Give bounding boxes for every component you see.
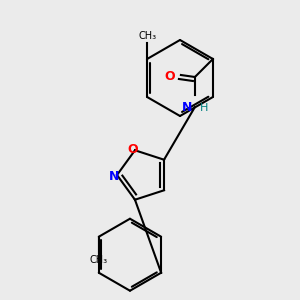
Text: O: O (164, 70, 175, 83)
Text: N: N (109, 169, 119, 182)
Text: CH₃: CH₃ (90, 255, 108, 265)
Text: O: O (128, 143, 138, 156)
Text: H: H (200, 103, 208, 113)
Text: N: N (182, 101, 192, 114)
Text: CH₃: CH₃ (138, 31, 156, 41)
